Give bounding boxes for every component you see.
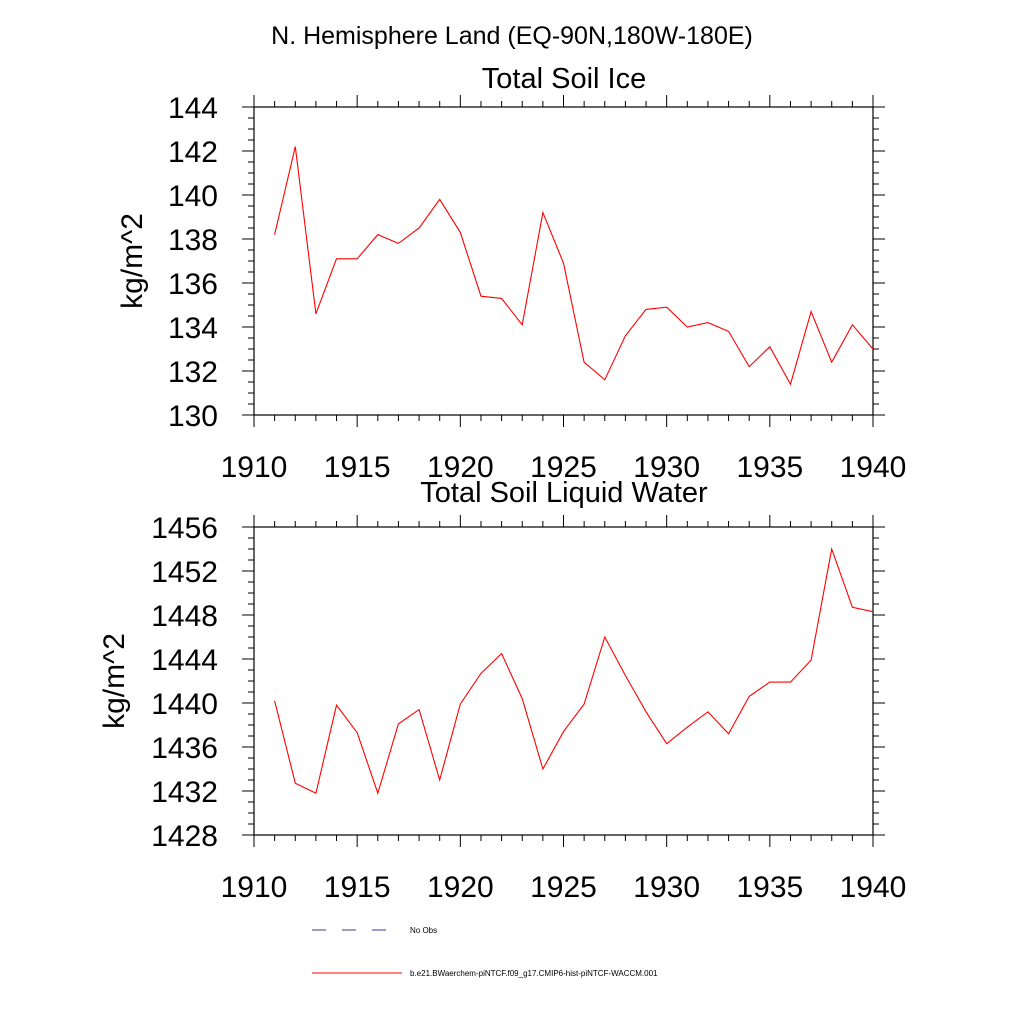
y-tick-label: 1456 xyxy=(151,512,218,545)
y-tick-labels: 130 132 134 136 138 140 142 144 xyxy=(168,92,218,433)
chart-panel-soil-ice: Total Soil Ice kg/m^2 1910 1915 1920 1925 19… xyxy=(116,63,906,484)
x-tick-label: 1930 xyxy=(633,871,700,904)
x-tick-label: 1925 xyxy=(530,871,597,904)
y-tick-labels: 1428 1432 1436 1440 1444 1448 1452 1456 xyxy=(151,512,218,853)
plot-frame xyxy=(253,526,874,836)
y-tick-label: 138 xyxy=(168,224,218,257)
plot-frame xyxy=(253,106,874,416)
x-tick-labels: 1910 1915 1920 1925 1930 1935 1940 xyxy=(221,451,907,484)
y-tick-label: 1444 xyxy=(151,644,218,677)
x-tick-label: 1920 xyxy=(427,451,494,484)
x-tick-label: 1925 xyxy=(530,451,597,484)
x-tick-label: 1935 xyxy=(736,871,803,904)
y-tick-label: 132 xyxy=(168,356,218,389)
x-tick-label: 1920 xyxy=(427,871,494,904)
chart-panel-soil-liquid-water: Total Soil Liquid Water kg/m^2 1910 1915 1… xyxy=(98,477,906,904)
series-line xyxy=(274,146,874,386)
series-line xyxy=(274,546,874,796)
x-tick-label: 1930 xyxy=(633,451,700,484)
y-tick-label: 1452 xyxy=(151,556,218,589)
legend-model-label: b.e21.BWaerchem-piNTCF.f09_g17.CMIP6-his… xyxy=(410,969,658,978)
x-tick-label: 1935 xyxy=(736,451,803,484)
tick-marks xyxy=(242,515,885,847)
x-tick-label: 1940 xyxy=(840,871,907,904)
x-tick-label: 1910 xyxy=(221,871,288,904)
y-tick-label: 134 xyxy=(168,312,218,345)
legend-obs-label: No Obs xyxy=(410,926,437,935)
x-tick-label: 1915 xyxy=(324,451,391,484)
y-tick-label: 1428 xyxy=(151,820,218,853)
y-tick-label: 1440 xyxy=(151,688,218,721)
y-tick-label: 1448 xyxy=(151,600,218,633)
y-axis-label: kg/m^2 xyxy=(116,213,149,309)
y-tick-label: 142 xyxy=(168,136,218,169)
y-tick-label: 136 xyxy=(168,268,218,301)
y-tick-label: 130 xyxy=(168,400,218,433)
y-axis-label: kg/m^2 xyxy=(98,633,131,729)
figure-title: N. Hemisphere Land (EQ-90N,180W-180E) xyxy=(271,22,753,50)
x-tick-labels: 1910 1915 1920 1925 1930 1935 1940 xyxy=(221,871,907,904)
legend: No Obs b.e21.BWaerchem-piNTCF.f09_g17.CM… xyxy=(312,926,658,978)
x-tick-label: 1915 xyxy=(324,871,391,904)
tick-marks xyxy=(242,95,885,427)
series-lines xyxy=(274,546,874,796)
y-tick-label: 144 xyxy=(168,92,218,125)
series-lines xyxy=(274,146,874,386)
x-tick-label: 1910 xyxy=(221,451,288,484)
y-tick-label: 140 xyxy=(168,180,218,213)
y-tick-label: 1436 xyxy=(151,732,218,765)
chart-title: Total Soil Ice xyxy=(482,63,646,95)
chart-title: Total Soil Liquid Water xyxy=(420,477,708,509)
x-tick-label: 1940 xyxy=(840,451,907,484)
y-tick-label: 1432 xyxy=(151,776,218,809)
